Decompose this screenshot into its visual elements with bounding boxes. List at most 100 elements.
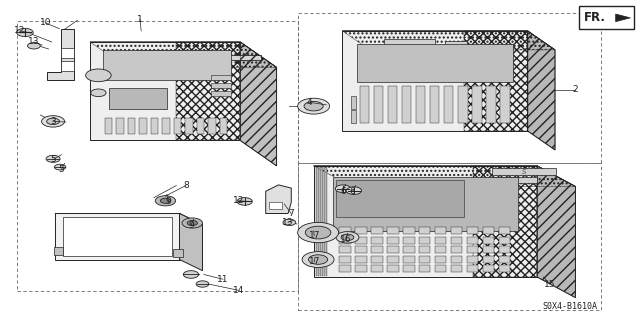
Bar bbox=[430, 86, 440, 123]
Circle shape bbox=[86, 69, 111, 82]
Bar bbox=[467, 237, 478, 244]
Bar bbox=[339, 246, 351, 253]
Circle shape bbox=[335, 185, 351, 193]
Bar bbox=[403, 227, 415, 234]
Text: FR.: FR. bbox=[584, 11, 605, 24]
Bar bbox=[333, 177, 518, 231]
Bar bbox=[355, 237, 367, 244]
Bar bbox=[458, 86, 467, 123]
Polygon shape bbox=[445, 41, 467, 47]
Polygon shape bbox=[384, 39, 435, 47]
Bar bbox=[451, 237, 463, 244]
Text: 17: 17 bbox=[308, 257, 320, 266]
Bar bbox=[467, 265, 478, 272]
Circle shape bbox=[91, 89, 106, 97]
Bar bbox=[472, 86, 481, 123]
Polygon shape bbox=[527, 31, 555, 150]
Bar bbox=[387, 246, 399, 253]
Text: 9: 9 bbox=[166, 197, 172, 206]
Bar bbox=[371, 256, 383, 263]
Bar bbox=[163, 118, 170, 134]
Bar bbox=[61, 61, 74, 70]
Bar bbox=[298, 163, 601, 310]
Polygon shape bbox=[55, 213, 179, 260]
Bar bbox=[116, 118, 124, 134]
Polygon shape bbox=[63, 217, 172, 256]
Circle shape bbox=[183, 271, 198, 278]
Polygon shape bbox=[138, 50, 211, 61]
Bar bbox=[444, 86, 454, 123]
Polygon shape bbox=[537, 166, 575, 298]
Bar bbox=[387, 237, 399, 244]
Polygon shape bbox=[342, 31, 527, 131]
Bar bbox=[17, 21, 298, 291]
Bar bbox=[371, 246, 383, 253]
Circle shape bbox=[336, 232, 359, 243]
Bar bbox=[357, 44, 513, 82]
Bar bbox=[483, 237, 494, 244]
Text: 11: 11 bbox=[217, 275, 228, 284]
Bar bbox=[185, 118, 193, 134]
Polygon shape bbox=[342, 31, 555, 50]
Circle shape bbox=[42, 116, 65, 127]
Text: 16: 16 bbox=[340, 235, 352, 244]
Circle shape bbox=[47, 118, 60, 124]
Text: 3: 3 bbox=[50, 117, 56, 126]
Bar bbox=[486, 86, 495, 123]
Circle shape bbox=[237, 197, 252, 205]
Circle shape bbox=[196, 281, 209, 287]
Bar bbox=[173, 118, 181, 134]
Bar bbox=[269, 202, 282, 209]
Bar bbox=[371, 227, 383, 234]
Bar bbox=[220, 118, 227, 134]
Text: 6: 6 bbox=[340, 187, 346, 196]
Text: 8: 8 bbox=[183, 181, 189, 190]
Bar bbox=[318, 167, 319, 276]
Bar bbox=[128, 118, 136, 134]
Bar bbox=[371, 237, 383, 244]
Bar bbox=[387, 265, 399, 272]
Bar bbox=[451, 265, 463, 272]
Text: 5: 5 bbox=[50, 155, 56, 164]
Circle shape bbox=[283, 219, 296, 226]
Polygon shape bbox=[90, 42, 240, 140]
Text: 2: 2 bbox=[573, 85, 579, 94]
Text: 7: 7 bbox=[289, 209, 294, 218]
Bar bbox=[435, 227, 447, 234]
Circle shape bbox=[182, 218, 202, 228]
Bar bbox=[483, 227, 494, 234]
Text: 5: 5 bbox=[58, 165, 64, 174]
Bar bbox=[483, 265, 494, 272]
Polygon shape bbox=[47, 29, 74, 80]
Bar bbox=[211, 75, 230, 80]
Bar bbox=[419, 237, 431, 244]
Bar bbox=[419, 265, 431, 272]
Bar bbox=[402, 86, 412, 123]
Circle shape bbox=[187, 220, 197, 226]
Circle shape bbox=[304, 101, 323, 111]
Bar bbox=[388, 86, 397, 123]
Bar bbox=[435, 246, 447, 253]
Bar bbox=[451, 256, 463, 263]
Circle shape bbox=[17, 28, 33, 37]
Bar bbox=[435, 256, 447, 263]
Bar bbox=[140, 118, 147, 134]
Bar bbox=[467, 227, 478, 234]
Bar bbox=[483, 246, 494, 253]
Text: 10: 10 bbox=[40, 19, 51, 27]
Bar bbox=[355, 227, 367, 234]
Bar bbox=[483, 256, 494, 263]
Bar bbox=[355, 256, 367, 263]
Bar bbox=[105, 118, 113, 134]
Text: 15: 15 bbox=[544, 279, 556, 288]
Circle shape bbox=[28, 43, 40, 49]
Polygon shape bbox=[314, 166, 575, 187]
FancyBboxPatch shape bbox=[579, 6, 634, 29]
Bar bbox=[419, 227, 431, 234]
Bar bbox=[355, 265, 367, 272]
Polygon shape bbox=[266, 185, 291, 213]
Circle shape bbox=[308, 255, 328, 264]
Text: 6: 6 bbox=[349, 187, 355, 196]
Bar bbox=[467, 256, 478, 263]
Bar bbox=[211, 83, 230, 88]
